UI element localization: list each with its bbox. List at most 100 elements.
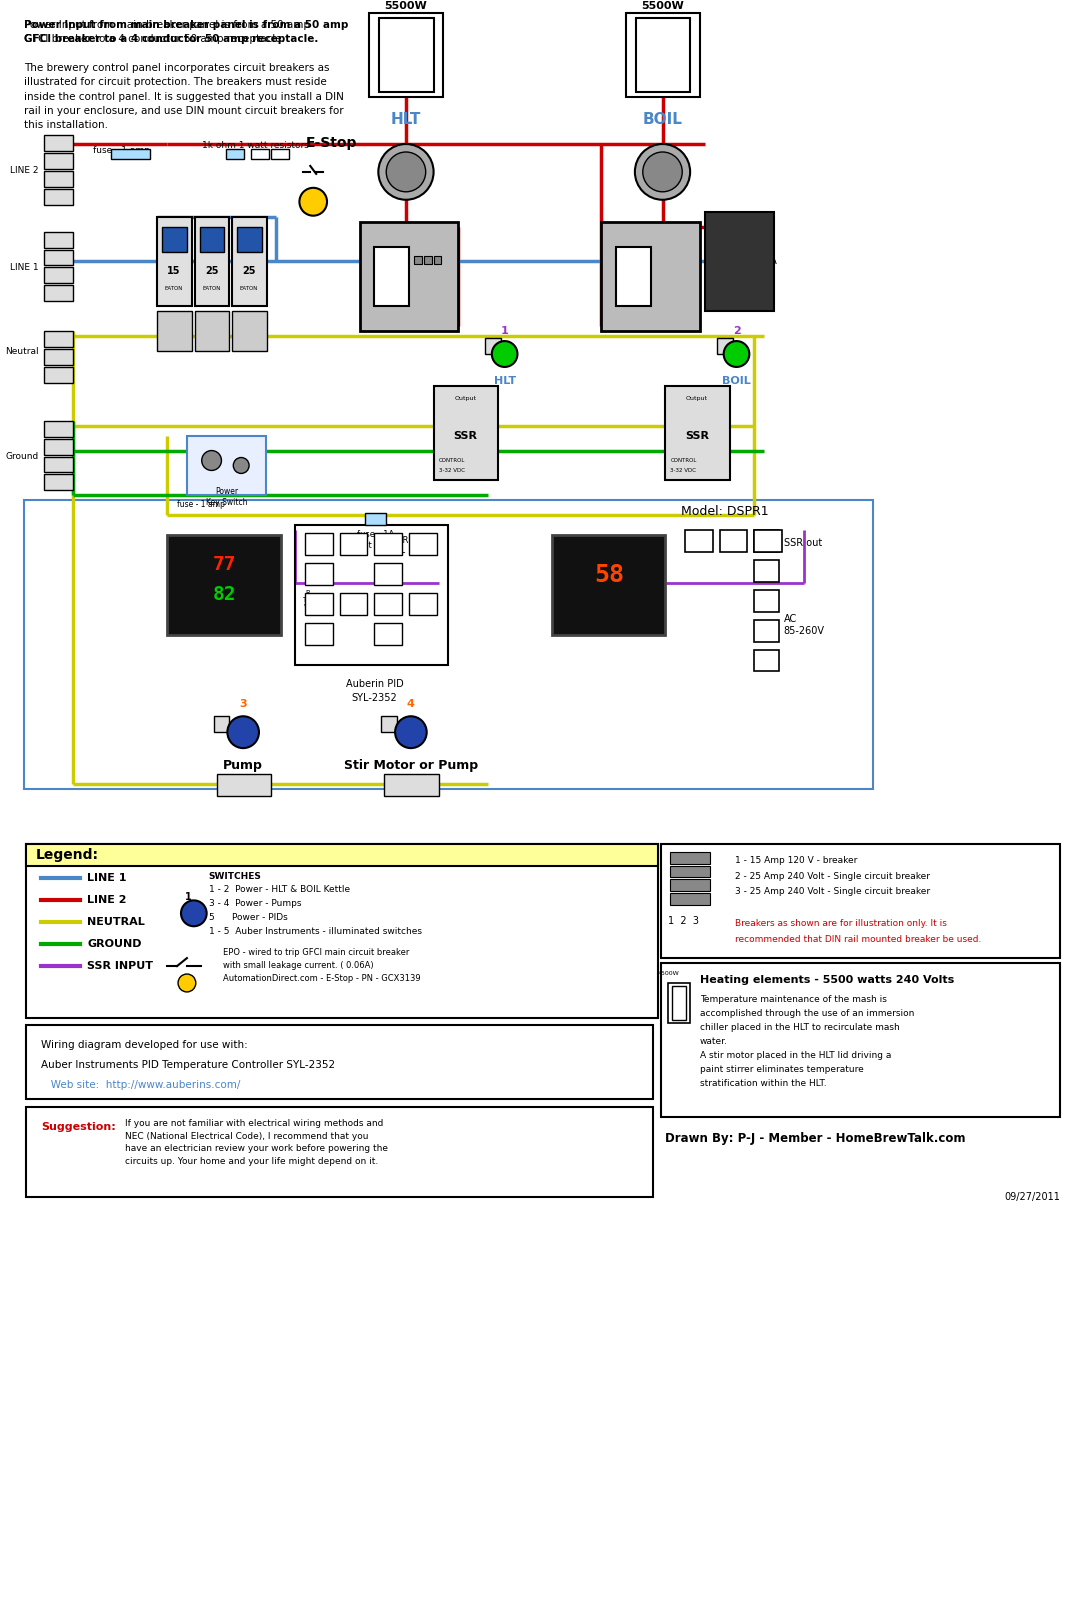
Text: SSR: SSR xyxy=(685,430,709,440)
Text: HLT: HLT xyxy=(494,376,516,386)
Text: 3: 3 xyxy=(239,699,247,709)
Bar xyxy=(754,530,782,552)
Bar xyxy=(340,533,367,555)
Text: Pump: Pump xyxy=(223,758,263,773)
Bar xyxy=(409,533,437,555)
Text: SWITCHES: SWITCHES xyxy=(209,872,261,880)
Bar xyxy=(552,534,665,635)
Text: 8: 8 xyxy=(763,595,769,606)
Text: 8: 8 xyxy=(386,598,391,610)
Text: Model: DSPR1: Model: DSPR1 xyxy=(681,506,769,518)
Text: Auber Instruments PID Temperature Controller SYL-2352: Auber Instruments PID Temperature Contro… xyxy=(41,1059,335,1070)
Bar xyxy=(340,594,367,614)
Bar xyxy=(661,843,1060,958)
Bar xyxy=(754,590,779,611)
Bar xyxy=(167,534,281,635)
Bar xyxy=(296,525,449,664)
Text: R
TD
W: R TD W xyxy=(302,590,312,610)
Text: Power Input from main breaker panel is from a 50 amp
GFCI breaker to a 4 conduct: Power Input from main breaker panel is f… xyxy=(25,19,348,45)
Bar xyxy=(200,227,225,251)
Text: A stir motor placed in the HLT lid driving a: A stir motor placed in the HLT lid drivi… xyxy=(700,1051,891,1059)
Bar xyxy=(670,893,710,906)
Bar xyxy=(44,456,74,472)
Bar xyxy=(26,1024,652,1099)
Bar xyxy=(685,530,713,552)
Text: NEUTRAL: NEUTRAL xyxy=(87,917,145,928)
Text: Breakers as shown are for illustration only. It is: Breakers as shown are for illustration o… xyxy=(735,920,947,928)
Bar xyxy=(665,386,729,480)
Text: 4: 4 xyxy=(407,699,414,709)
Text: SSR: SSR xyxy=(453,430,478,440)
Bar xyxy=(375,533,402,555)
Text: Power Input from main breaker panel is from a 50 amp
GFCI breaker to a 4 conduct: Power Input from main breaker panel is f… xyxy=(25,19,344,131)
Circle shape xyxy=(233,458,250,474)
Text: 1: 1 xyxy=(316,539,322,549)
Text: 1 - 5  Auber Instruments - illuminated switches: 1 - 5 Auber Instruments - illuminated sw… xyxy=(209,928,422,936)
Text: 6: 6 xyxy=(420,539,426,549)
Text: 9: 9 xyxy=(420,598,426,610)
Text: Legend:: Legend: xyxy=(36,848,99,861)
Bar xyxy=(157,312,192,350)
Bar xyxy=(195,312,229,350)
Bar xyxy=(384,774,438,795)
Text: 09/27/2011: 09/27/2011 xyxy=(1005,1192,1060,1202)
Circle shape xyxy=(300,187,327,216)
Text: 6: 6 xyxy=(763,536,769,546)
Text: 77: 77 xyxy=(213,555,237,574)
Bar xyxy=(705,211,774,312)
Text: Temperature maintenance of the mash is: Temperature maintenance of the mash is xyxy=(700,995,887,1003)
Text: 14: 14 xyxy=(382,539,394,549)
Bar xyxy=(636,18,690,93)
Bar xyxy=(44,366,74,382)
Text: Output: Output xyxy=(454,395,477,402)
Text: Output: Output xyxy=(687,395,708,402)
Circle shape xyxy=(201,451,222,470)
Text: BOIL: BOIL xyxy=(722,376,751,386)
Circle shape xyxy=(492,341,517,366)
Text: E-Stop: E-Stop xyxy=(305,136,357,150)
Text: 25: 25 xyxy=(242,267,256,277)
Text: Wiring diagram developed for use with:: Wiring diagram developed for use with: xyxy=(41,1040,247,1050)
Bar xyxy=(670,866,710,877)
Circle shape xyxy=(178,974,196,992)
Text: with small leakage current. ( 0.06A): with small leakage current. ( 0.06A) xyxy=(224,962,374,970)
Text: Auberin PID
SYL-2352: Auberin PID SYL-2352 xyxy=(346,680,404,702)
Circle shape xyxy=(643,152,682,192)
Bar xyxy=(375,622,402,645)
Text: +: + xyxy=(397,549,405,558)
Text: Coil: Coil xyxy=(625,272,640,282)
Bar xyxy=(670,851,710,864)
Bar xyxy=(668,982,690,1022)
Bar xyxy=(44,232,74,248)
Bar xyxy=(360,222,458,331)
Bar xyxy=(616,246,651,306)
Text: Neutral: Neutral xyxy=(5,347,39,355)
Bar xyxy=(754,560,779,582)
Bar xyxy=(375,594,402,614)
Circle shape xyxy=(635,144,690,200)
Text: 58: 58 xyxy=(594,563,624,587)
Bar xyxy=(44,475,74,490)
Text: If you are not familiar with electrical wiring methods and
NEC (National Electri: If you are not familiar with electrical … xyxy=(124,1120,388,1166)
Text: AC
85-260V: AC 85-260V xyxy=(784,613,825,635)
Text: 7: 7 xyxy=(386,570,391,579)
Bar xyxy=(424,256,432,264)
Bar xyxy=(379,18,434,93)
Bar xyxy=(413,256,422,264)
Text: stratification within the HLT.: stratification within the HLT. xyxy=(700,1078,827,1088)
Text: 1 - 15 Amp 120 V - breaker: 1 - 15 Amp 120 V - breaker xyxy=(735,856,857,864)
Bar xyxy=(216,774,271,795)
Bar xyxy=(754,530,779,552)
Bar xyxy=(485,338,500,354)
Bar xyxy=(232,312,267,350)
Text: Coil: Coil xyxy=(383,272,399,282)
Bar xyxy=(251,149,269,158)
Bar xyxy=(162,227,187,251)
Text: Power
Key Switch: Power Key Switch xyxy=(206,488,247,507)
Bar xyxy=(44,349,74,365)
Text: EPO - wired to trip GFCI main circuit breaker: EPO - wired to trip GFCI main circuit br… xyxy=(224,949,410,957)
Bar xyxy=(364,514,387,525)
Text: recommended that DIN rail mounted breaker be used.: recommended that DIN rail mounted breake… xyxy=(735,936,981,944)
Text: AutomationDirect.com - E-Stop - PN - GCX3139: AutomationDirect.com - E-Stop - PN - GCX… xyxy=(224,974,421,982)
Bar xyxy=(44,171,74,187)
